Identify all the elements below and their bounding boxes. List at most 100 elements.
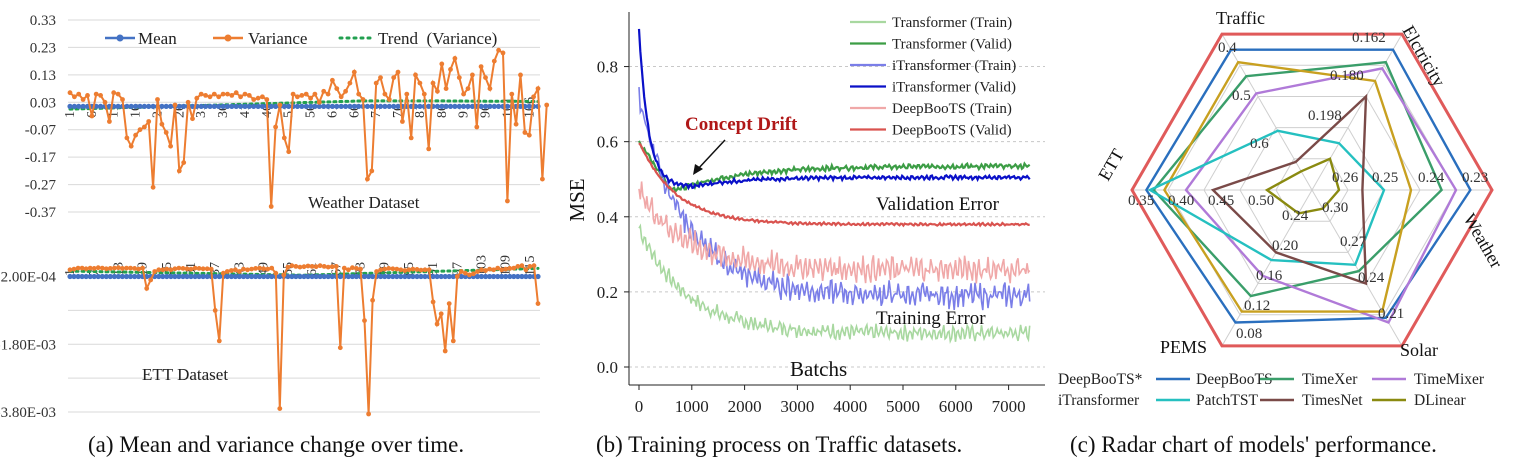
- mean-point: [192, 273, 198, 280]
- variance-point: [309, 264, 315, 269]
- variance-point: [513, 121, 519, 127]
- mean-point: [200, 273, 206, 280]
- variance-point: [132, 266, 138, 271]
- variance-point: [176, 168, 182, 174]
- mean-point: [253, 273, 259, 280]
- variance-point: [467, 272, 472, 278]
- a-y-tick-label: -3.80E-03: [0, 405, 56, 421]
- mean-point: [246, 103, 252, 109]
- variance-point: [251, 97, 257, 102]
- mean-point: [461, 103, 467, 109]
- mean-point: [308, 103, 314, 109]
- variance-point: [233, 267, 238, 273]
- variance-point: [224, 269, 230, 274]
- mean-point: [395, 103, 401, 109]
- mean-point: [511, 273, 517, 280]
- radar-tick-label: 0.26: [1332, 170, 1359, 186]
- radar-tick-label: 0.21: [1378, 306, 1404, 322]
- variance-point: [519, 263, 525, 269]
- variance-point: [378, 75, 383, 80]
- a-y-tick-label: -0.17: [25, 150, 57, 166]
- variance-point: [434, 321, 440, 327]
- weather-dataset-label: Weather Dataset: [308, 193, 420, 212]
- variance-point: [487, 86, 493, 91]
- variance-point: [91, 266, 97, 271]
- mean-point: [257, 273, 263, 280]
- variance-point: [509, 91, 515, 97]
- mean-point: [228, 273, 234, 280]
- mean-point: [224, 103, 231, 109]
- variance-point: [325, 264, 331, 270]
- variance-point: [172, 266, 178, 272]
- variance-point: [417, 80, 423, 86]
- variance-point: [301, 264, 307, 270]
- radar-tick-label: 0.20: [1272, 238, 1298, 254]
- panel-a-y-ticks: 0.33 0.23 0.13 0.03 -0.07 -0.17 -0.27 -0.37 2.00…: [0, 13, 56, 421]
- mean-point: [305, 273, 311, 280]
- variance-point: [196, 266, 202, 271]
- mean-point: [251, 103, 257, 109]
- variance-point: [426, 146, 432, 152]
- b-x-tick-label: 7000: [992, 397, 1026, 416]
- variance-point: [313, 264, 319, 270]
- variance-point: [257, 265, 262, 271]
- variance-point: [281, 135, 287, 141]
- variance-point: [76, 91, 82, 97]
- variance-point: [142, 124, 147, 130]
- mean-point: [496, 103, 502, 109]
- mean-point: [361, 273, 368, 280]
- mean-point: [443, 103, 449, 109]
- radar-axis-ett: ETT: [1094, 145, 1128, 184]
- mean-point: [229, 103, 235, 109]
- variance-point: [394, 266, 400, 272]
- mean-point: [316, 103, 322, 109]
- mean-point: [211, 103, 217, 109]
- variance-point: [297, 264, 303, 270]
- mean-point: [499, 273, 505, 280]
- mean-point: [334, 103, 340, 109]
- radar-series-patchtst: [1147, 129, 1386, 267]
- mean-point: [349, 273, 355, 280]
- panel-b-training-process: 0.0 0.2 0.4 0.6 0.8 0 1000 2000 3000 4000 5000 6000…: [565, 12, 1045, 457]
- variance-point: [515, 264, 521, 269]
- variance-point: [341, 265, 347, 271]
- variance-point: [299, 93, 305, 98]
- variance-point: [330, 77, 335, 83]
- mean-point: [382, 103, 388, 109]
- variance-point: [522, 130, 528, 135]
- radar-series-deepboots: [1144, 48, 1472, 324]
- mean-point: [465, 103, 471, 109]
- b-series-line: [638, 142, 1030, 228]
- variance-point: [325, 91, 331, 97]
- variance-point: [386, 97, 392, 102]
- radar-series-timemixer: [1184, 67, 1458, 324]
- variance-point: [406, 267, 412, 273]
- mean-point: [67, 103, 73, 109]
- variance-point: [168, 143, 174, 149]
- variance-point: [439, 61, 445, 67]
- mean-point: [507, 273, 513, 280]
- mean-point: [156, 273, 162, 280]
- variance-point: [438, 311, 444, 317]
- mean-point: [80, 103, 86, 109]
- variance-point: [75, 265, 81, 271]
- variance-point: [426, 267, 432, 273]
- variance-point: [293, 264, 299, 269]
- variance-point: [245, 267, 250, 273]
- variance-point: [402, 268, 408, 273]
- mean-point: [172, 273, 178, 280]
- variance-point: [360, 97, 366, 102]
- mean-point: [180, 273, 186, 280]
- mean-point: [390, 273, 396, 280]
- variance-point: [430, 299, 436, 305]
- variance-point: [505, 198, 510, 204]
- panel-b-series: [637, 28, 1031, 344]
- mean-point: [321, 273, 327, 280]
- variance-point: [268, 204, 274, 209]
- variance-point: [168, 267, 174, 273]
- variance-point: [454, 274, 460, 279]
- mean-point: [115, 103, 121, 109]
- c-legend-label: iTransformer: [1058, 392, 1140, 409]
- variance-point: [67, 90, 73, 96]
